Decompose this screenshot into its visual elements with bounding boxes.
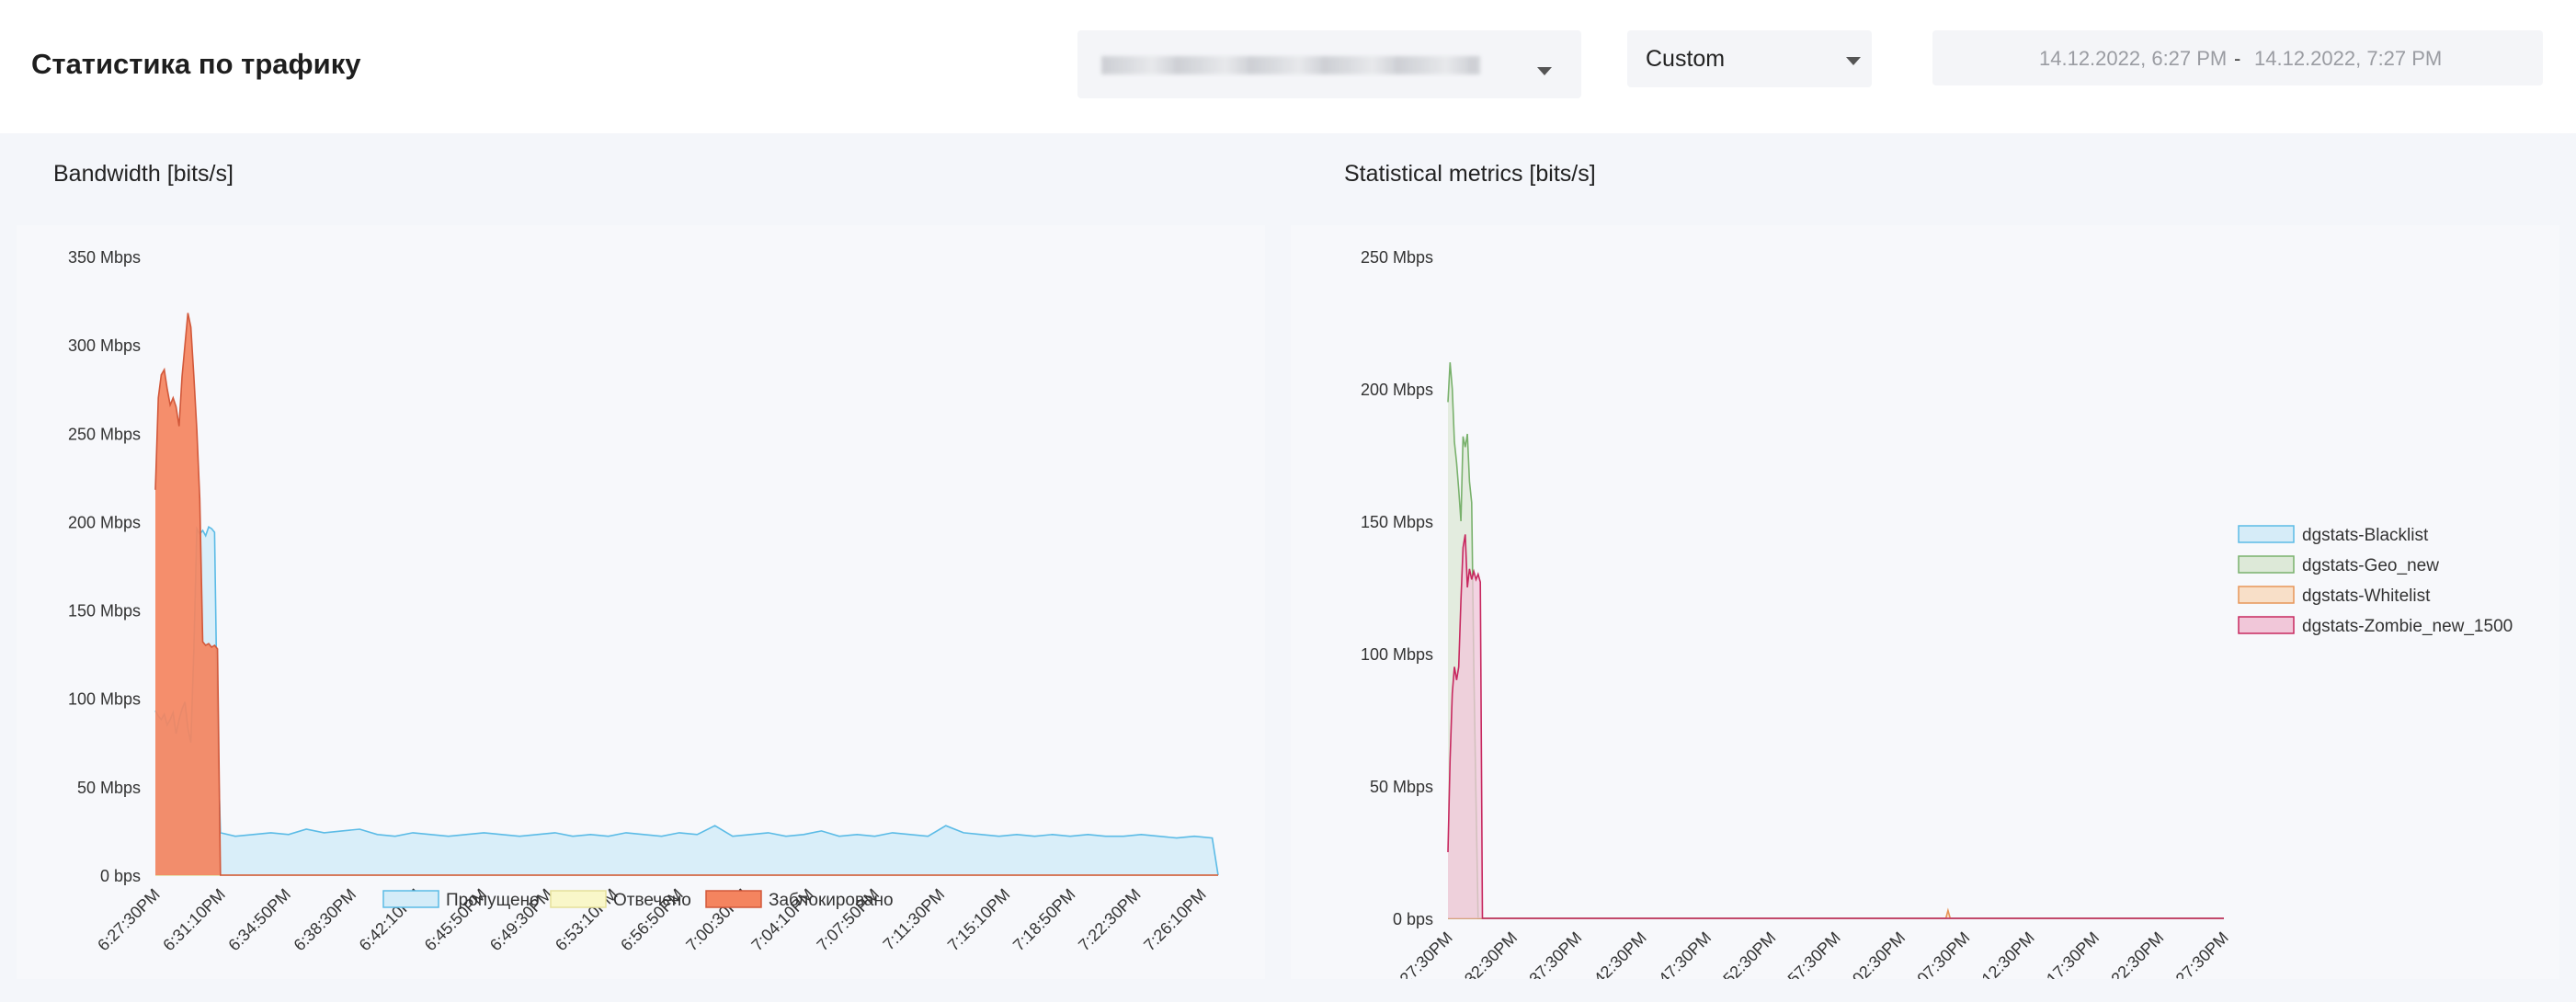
date-range-to: 14.12.2022, 7:27 PM: [2254, 47, 2443, 70]
statistical-x-tick-label: 6:37:30PM: [1516, 928, 1586, 979]
bandwidth-legend-item-passed[interactable]: Пропущено: [382, 890, 540, 910]
bandwidth-legend-item-blocked[interactable]: Заблокировано: [705, 890, 894, 910]
bandwidth-x-tick-label: 6:34:50PM: [224, 885, 294, 955]
page-header: Статистика по трафику Custom 14.12.2022,…: [0, 0, 2576, 133]
statistical-x-tick-label: 7:02:30PM: [1839, 928, 1909, 979]
statistical-x-tick-label: 7:27:30PM: [2162, 928, 2232, 979]
bandwidth-x-tick-label: 6:31:10PM: [159, 885, 229, 955]
bandwidth-panel-title: Bandwidth [bits/s]: [53, 161, 234, 187]
bandwidth-y-tick-label: 350 Mbps: [68, 248, 141, 267]
bandwidth-x-tick-label: 6:27:30PM: [94, 885, 164, 955]
bandwidth-y-tick-label: 50 Mbps: [77, 779, 141, 797]
bandwidth-chart-area: 0 bps 50 Mbps 100 Mbps 150 Mbps 200 Mbps 250 …: [17, 225, 1265, 979]
legend-label: dgstats-Whitelist: [2302, 586, 2431, 606]
statistical-series-dgstats-geo-new-area: [1448, 362, 2224, 918]
legend-label: Пропущено: [446, 891, 540, 910]
page-title: Статистика по трафику: [31, 48, 361, 80]
date-range-separator: -: [2234, 47, 2241, 70]
statistical-x-tick-label: 6:27:30PM: [1386, 928, 1456, 979]
bandwidth-x-tick-label: 7:26:10PM: [1140, 885, 1210, 955]
statistical-legend-item-dgstats-zombie-new-1500[interactable]: dgstats-Zombie_new_1500: [2238, 616, 2513, 636]
statistical-x-tick-label: 6:32:30PM: [1451, 928, 1521, 979]
bandwidth-y-tick-label: 150 Mbps: [68, 602, 141, 621]
statistical-panel: Statistical metrics [bits/s] 0 bps 50 Mbp…: [1287, 133, 2576, 1002]
bandwidth-y-tick-label: 0 bps: [100, 867, 141, 885]
statistical-x-tick-label: 6:47:30PM: [1645, 928, 1715, 979]
statistical-x-tick-label: 6:57:30PM: [1774, 928, 1844, 979]
period-select[interactable]: Custom: [1627, 30, 1872, 87]
statistical-x-tick-label: 7:07:30PM: [1904, 928, 1974, 979]
statistical-y-tick-label: 0 bps: [1393, 910, 1433, 928]
period-select-value: Custom: [1646, 46, 1726, 72]
statistical-x-tick-label: 6:42:30PM: [1580, 928, 1650, 979]
bandwidth-x-tick-label: 6:38:30PM: [290, 885, 359, 955]
blurred-resource-name: [1101, 56, 1480, 74]
bandwidth-series-blocked-area: [155, 313, 1218, 875]
resource-select[interactable]: [1077, 30, 1581, 98]
statistical-series-dgstats-zombie-new-1500-line: [1447, 534, 2224, 919]
statistical-x-tick-label: 7:22:30PM: [2098, 928, 2168, 979]
statistical-y-tick-label: 200 Mbps: [1361, 381, 1433, 399]
legend-label: Заблокировано: [769, 891, 894, 910]
legend-swatch: [2238, 586, 2295, 604]
statistical-y-tick-label: 100 Mbps: [1361, 645, 1433, 664]
statistical-series-dgstats-zombie-new-1500-area: [1448, 534, 2224, 918]
legend-swatch: [2238, 616, 2295, 634]
statistical-y-tick-label: 250 Mbps: [1361, 248, 1433, 267]
statistical-x-tick-label: 6:52:30PM: [1710, 928, 1780, 979]
bandwidth-x-tick-label: 7:15:10PM: [944, 885, 1014, 955]
bandwidth-series-passed-area: [155, 527, 1218, 875]
bandwidth-chart: 0 bps 50 Mbps 100 Mbps 150 Mbps 200 Mbps 250 …: [68, 248, 1219, 955]
legend-swatch: [705, 890, 762, 908]
statistical-x-tick-label: 7:17:30PM: [2033, 928, 2103, 979]
bandwidth-y-tick-label: 250 Mbps: [68, 425, 141, 443]
chevron-down-icon: [1846, 57, 1861, 65]
date-range-picker[interactable]: 14.12.2022, 6:27 PM - 14.12.2022, 7:27 P…: [1932, 30, 2543, 85]
legend-label: dgstats-Zombie_new_1500: [2302, 617, 2513, 636]
statistical-series-dgstats-whitelist-area: [1448, 910, 2224, 918]
chevron-down-icon: [1537, 67, 1552, 75]
statistical-legend-item-dgstats-whitelist[interactable]: dgstats-Whitelist: [2238, 586, 2431, 606]
statistical-series-dgstats-geo-new-line: [1447, 362, 2224, 919]
bandwidth-y-tick-label: 300 Mbps: [68, 336, 141, 355]
legend-label: dgstats-Blacklist: [2302, 526, 2429, 545]
statistical-x-tick-label: 7:12:30PM: [1968, 928, 2038, 979]
statistical-legend-item-dgstats-geo-new[interactable]: dgstats-Geo_new: [2238, 555, 2439, 575]
legend-swatch: [550, 890, 607, 908]
statistical-chart-area: 0 bps 50 Mbps 100 Mbps 150 Mbps 200 Mbps 250 …: [1291, 225, 2559, 997]
statistical-panel-title: Statistical metrics [bits/s]: [1344, 161, 1596, 187]
bandwidth-series-blocked-line: [154, 313, 1218, 876]
bandwidth-y-tick-label: 200 Mbps: [68, 513, 141, 531]
legend-swatch: [382, 890, 439, 908]
date-range-from: 14.12.2022, 6:27 PM: [2039, 47, 2228, 70]
statistical-legend-item-dgstats-blacklist[interactable]: dgstats-Blacklist: [2238, 525, 2429, 545]
legend-label: dgstats-Geo_new: [2302, 556, 2439, 575]
legend-label: Отвечено: [613, 891, 691, 910]
bandwidth-panel: Bandwidth [bits/s] 0 bps 50 Mbps 100 Mbps 1…: [0, 133, 1282, 1002]
bandwidth-series-passed-line: [154, 526, 1219, 876]
bandwidth-legend-item-answered[interactable]: Отвечено: [550, 890, 691, 910]
bandwidth-x-tick-label: 7:18:50PM: [1009, 885, 1079, 955]
statistical-chart: 0 bps 50 Mbps 100 Mbps 150 Mbps 200 Mbps 250 …: [1361, 248, 2513, 997]
statistical-y-tick-label: 50 Mbps: [1370, 778, 1433, 796]
legend-swatch: [2238, 555, 2295, 574]
bandwidth-x-tick-label: 7:22:30PM: [1075, 885, 1145, 955]
statistical-series-dgstats-whitelist-line: [1448, 907, 2224, 919]
bandwidth-y-tick-label: 100 Mbps: [68, 690, 141, 709]
legend-swatch: [2238, 525, 2295, 543]
statistical-y-tick-label: 150 Mbps: [1361, 513, 1433, 531]
